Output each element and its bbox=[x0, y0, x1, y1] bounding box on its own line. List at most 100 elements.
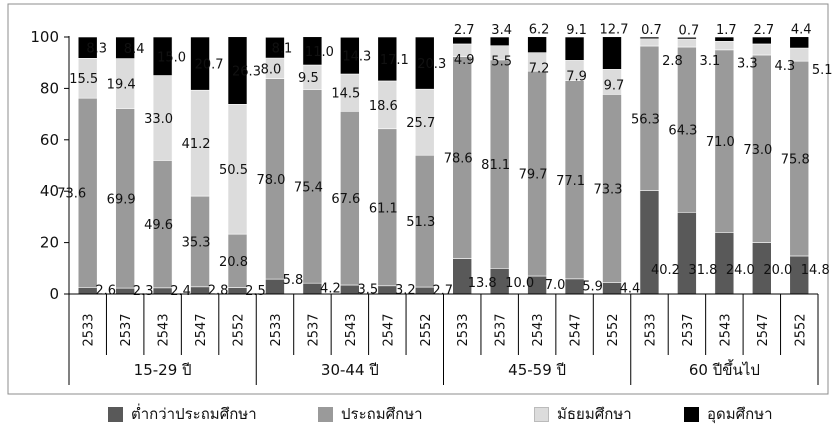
x-tick-label: 2547 bbox=[381, 313, 396, 346]
data-label: 6.2 bbox=[529, 23, 550, 38]
x-tick-label: 2543 bbox=[344, 313, 359, 346]
x-tick-label: 2552 bbox=[419, 313, 434, 346]
data-label: 14.3 bbox=[342, 50, 371, 65]
legend-label: ประถมศึกษา bbox=[341, 405, 423, 423]
legend: ต่ำกว่าประถมศึกษา ประถมศึกษา มัธยมศึกษา อุด… bbox=[0, 398, 836, 428]
x-tick-label: 2543 bbox=[157, 313, 172, 346]
bar-segment bbox=[751, 43, 772, 56]
y-tick-label: 40 bbox=[40, 182, 59, 200]
data-label: 75.4 bbox=[294, 180, 323, 195]
x-tick-label: 2552 bbox=[793, 313, 808, 346]
data-label: 11.0 bbox=[305, 45, 334, 60]
bar-segment bbox=[639, 36, 660, 40]
data-label: 5.1 bbox=[812, 63, 833, 78]
data-label: 73.3 bbox=[594, 183, 623, 198]
data-label: 3.5 bbox=[358, 283, 379, 298]
legend-item: ต่ำกว่าประถมศึกษา bbox=[108, 404, 257, 424]
bar-segment bbox=[751, 36, 772, 45]
data-label: 2.3 bbox=[133, 284, 154, 299]
x-tick-label: 2537 bbox=[306, 313, 321, 346]
y-axis: 0 20 40 60 80 100 bbox=[30, 28, 70, 303]
data-label: 4.3 bbox=[774, 59, 795, 74]
bar-segment bbox=[340, 284, 360, 295]
group-label: 30-44 ปี bbox=[321, 361, 379, 379]
bar-segment bbox=[677, 38, 697, 48]
legend-label: อุดมศึกษา bbox=[707, 405, 773, 423]
data-label: 20.8 bbox=[219, 255, 248, 270]
data-label: 7.9 bbox=[566, 69, 587, 84]
bar-segment bbox=[602, 36, 622, 70]
bar-segment bbox=[564, 36, 585, 61]
data-label: 81.1 bbox=[481, 158, 510, 173]
bar-segment bbox=[190, 36, 210, 91]
data-label: 5.5 bbox=[491, 55, 512, 70]
legend-swatch bbox=[534, 406, 549, 422]
data-label: 77.1 bbox=[556, 174, 585, 189]
data-label: 78.6 bbox=[444, 152, 473, 167]
data-label: 4.9 bbox=[454, 53, 475, 68]
legend-item: มัธยมศึกษา bbox=[534, 404, 632, 424]
data-label: 12.7 bbox=[600, 23, 629, 38]
data-label: 7.0 bbox=[545, 278, 566, 293]
data-label: 3.2 bbox=[395, 283, 416, 298]
y-tick-label: 100 bbox=[30, 28, 59, 46]
bar-segment bbox=[77, 287, 98, 295]
data-label: 2.6 bbox=[95, 284, 116, 299]
bar-segment bbox=[789, 36, 810, 49]
legend-label: ต่ำกว่าประถมศึกษา bbox=[131, 405, 257, 423]
data-label: 64.3 bbox=[668, 124, 697, 139]
bar-segment bbox=[489, 36, 510, 47]
data-label: 13.8 bbox=[468, 276, 497, 291]
x-tick-label: 2552 bbox=[232, 313, 247, 346]
data-label: 3.4 bbox=[491, 23, 512, 38]
data-label: 25.7 bbox=[406, 116, 435, 131]
data-label: 2.4 bbox=[170, 284, 191, 299]
data-label: 67.6 bbox=[331, 192, 360, 207]
data-label: 8.4 bbox=[124, 42, 145, 57]
x-tick-label: 2533 bbox=[82, 313, 97, 346]
bar-segment bbox=[152, 287, 173, 295]
bar-segment bbox=[115, 287, 135, 295]
bar-segment bbox=[227, 36, 248, 105]
data-label: 20.7 bbox=[195, 58, 224, 73]
data-label: 20.0 bbox=[763, 263, 792, 278]
bar-segment bbox=[265, 36, 285, 59]
legend-item: ประถมศึกษา bbox=[318, 404, 423, 424]
data-label: 14.8 bbox=[801, 263, 830, 278]
bar-segment bbox=[677, 211, 697, 295]
data-label: 7.2 bbox=[529, 62, 550, 77]
x-tick-label: 2537 bbox=[119, 313, 134, 346]
data-label: 14.5 bbox=[331, 87, 360, 102]
bar-segment bbox=[714, 36, 735, 42]
data-label: 4.4 bbox=[620, 281, 641, 296]
data-label: 50.5 bbox=[219, 163, 248, 178]
data-labels: 2.6 73.6 15.5 8.3 2.3 69.9 19.4 8.4 2.4 49.6 33.0 1… bbox=[57, 23, 832, 299]
data-label: 5.8 bbox=[283, 273, 304, 288]
data-label: 3.3 bbox=[737, 56, 758, 71]
data-label: 9.7 bbox=[604, 78, 625, 93]
bar-segment bbox=[265, 278, 285, 295]
data-label: 8.0 bbox=[261, 62, 282, 77]
data-label: 24.0 bbox=[726, 263, 755, 278]
data-label: 1.7 bbox=[716, 23, 737, 38]
x-axis: 2533 2537 2543 2547 2552 2533 2537 2543 2547 2552… bbox=[68, 293, 819, 385]
x-tick-label: 2552 bbox=[606, 313, 621, 346]
x-tick-label: 2533 bbox=[456, 313, 471, 346]
x-tick-label: 2537 bbox=[494, 313, 509, 346]
bar-segment bbox=[77, 36, 98, 59]
data-label: 49.6 bbox=[144, 218, 173, 233]
bars bbox=[77, 36, 810, 295]
data-label: 17.1 bbox=[380, 53, 409, 68]
stacked-bar-chart: 0 20 40 60 80 100 2.6 73.6 15.5 8.3 2.3 69.9 19.4 8.… bbox=[7, 3, 833, 395]
data-label: 35.3 bbox=[182, 235, 211, 250]
bar-segment bbox=[527, 36, 547, 53]
data-label: 3.1 bbox=[700, 54, 721, 69]
x-tick-label: 2547 bbox=[569, 313, 584, 346]
data-label: 61.1 bbox=[369, 201, 398, 216]
group-label: 60 ปีขึ้นไป bbox=[689, 359, 760, 379]
data-label: 2.5 bbox=[245, 284, 266, 299]
data-label: 0.7 bbox=[679, 23, 700, 38]
legend-swatch bbox=[684, 406, 699, 422]
data-label: 26.3 bbox=[232, 65, 261, 80]
